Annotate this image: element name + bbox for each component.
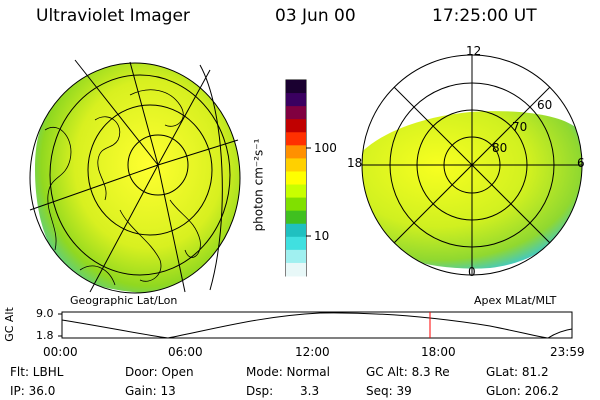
left-emission-image (35, 63, 240, 293)
ip-label: IP: 36.0 (10, 384, 56, 398)
colorbar-segment (286, 197, 306, 212)
coastlines (44, 89, 201, 286)
colorbar-segment (286, 119, 306, 133)
mlt-label-6: 6 (577, 156, 585, 170)
glon-label: GLon: 206.2 (486, 384, 559, 398)
lat-label-70: 70 (512, 120, 528, 134)
colorbar-segment (286, 132, 306, 146)
colorbar-segment (286, 210, 306, 225)
colorbar-ticks (306, 147, 311, 237)
filter-label: Flt: LBHL (10, 365, 64, 379)
right-panel-label: Apex MLat/MLT (474, 294, 557, 307)
mode-label: Mode: Normal (246, 365, 330, 379)
colorbar-segment (286, 249, 306, 264)
time-tick-0000: 00:00 (43, 345, 78, 359)
dsp-value: 3.3 (300, 384, 320, 398)
colorbar-segment (286, 262, 306, 277)
geographic-grid (29, 59, 241, 294)
glat-label: GLat: 81.2 (486, 365, 549, 379)
time-tick-1200: 12:00 (295, 345, 330, 359)
colorbar-segment (286, 158, 306, 172)
colorbar-segment (286, 223, 306, 238)
colorbar-tick-100: 100 (314, 141, 337, 155)
gain-label: Gain: 13 (125, 384, 176, 398)
lat-label-60: 60 (537, 98, 553, 112)
gc-alt-label: GC Alt: 8.3 Re (366, 365, 450, 379)
polar-grid (361, 54, 583, 276)
mlt-label-18: 18 (347, 156, 363, 170)
colorbar-segment (286, 93, 306, 107)
mlt-label-0: 0 (468, 265, 476, 279)
colorbar-segment (286, 106, 306, 120)
altitude-ylabel: GC Alt (2, 307, 16, 342)
seq-label: Seq: 39 (366, 384, 412, 398)
altitude-ytick-high: 9.0 (36, 307, 54, 320)
altitude-strip (58, 311, 573, 339)
left-panel-label: Geographic Lat/Lon (70, 294, 178, 307)
time-tick-2359: 23:59 (550, 345, 585, 359)
date-label: 03 Jun 00 (275, 6, 356, 26)
colorbar-tick-10: 10 (314, 229, 330, 243)
time-tick-1800: 18:00 (421, 345, 456, 359)
time-tick-0600: 06:00 (168, 345, 203, 359)
dsp-label: Dsp: (246, 384, 274, 398)
door-label: Door: Open (125, 365, 194, 379)
colorbar-unit-label: photon cm⁻²s⁻¹ (251, 138, 266, 232)
colorbar-segment (286, 236, 306, 251)
colorbar-segment (286, 171, 306, 186)
time-label: 17:25:00 UT (432, 6, 537, 26)
colorbar-segment (286, 184, 306, 199)
lat-label-80: 80 (492, 141, 508, 155)
altitude-ytick-low: 1.8 (36, 329, 54, 342)
colorbar-gradient (286, 80, 306, 277)
instrument-title: Ultraviolet Imager (36, 6, 190, 26)
mlt-label-12: 12 (466, 44, 482, 58)
colorbar-segment (286, 80, 306, 94)
polar-emission-image (362, 111, 582, 269)
colorbar-segment (286, 145, 306, 159)
